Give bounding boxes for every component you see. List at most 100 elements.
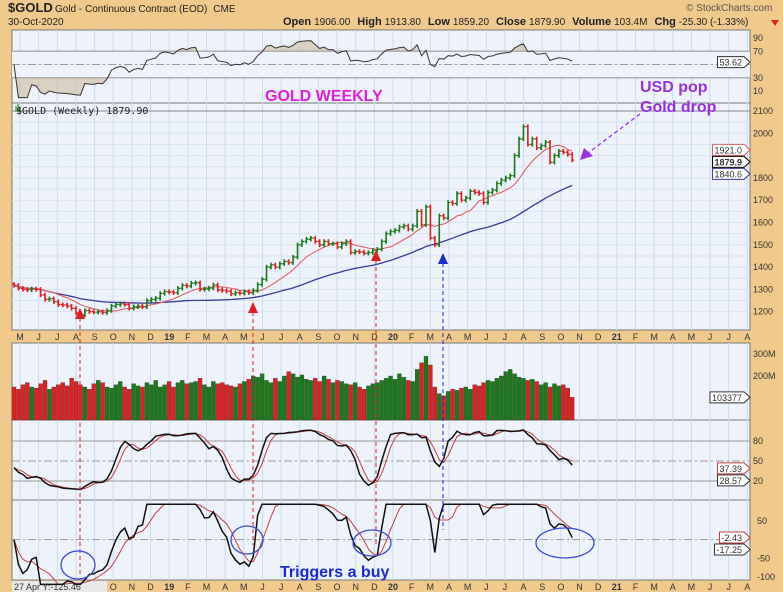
x-tick-label-bottom: M — [688, 582, 696, 592]
volume-bar — [432, 386, 438, 421]
x-tick-label-bottom: N — [352, 582, 359, 592]
volume-bar — [348, 384, 353, 421]
x-tick-label: O — [557, 332, 564, 342]
volume-bar — [259, 373, 265, 421]
volume-bar — [104, 386, 110, 421]
volume-bar — [65, 385, 70, 421]
x-tick-label: S — [92, 332, 98, 342]
stoch-d-marker: 37.39 — [719, 464, 742, 474]
volume-bar — [42, 380, 48, 421]
volume-bar — [512, 373, 517, 421]
stoch-tick-label: 20 — [753, 476, 763, 486]
price-tick-label: 1500 — [753, 240, 773, 250]
volume-bar — [56, 384, 61, 421]
volume-bar — [162, 384, 167, 421]
volume-bar — [87, 389, 92, 421]
volume-bar — [383, 378, 389, 421]
rsi-marker-box — [716, 56, 751, 69]
volume-bar — [118, 381, 123, 421]
rsi-tick-label: 90 — [753, 33, 763, 43]
annotation-usd-pop: USD pop — [640, 79, 708, 96]
x-tick-label-bottom: J — [708, 582, 713, 592]
x-tick-label: F — [633, 332, 639, 342]
x-tick-label: M — [464, 332, 472, 342]
stoch-tick-label: 50 — [753, 456, 763, 466]
panel-1 — [11, 102, 751, 331]
x-tick-label-bottom: N — [129, 582, 136, 592]
cci-marker-box — [713, 543, 751, 556]
volume-bar — [16, 389, 21, 421]
x-tick-label-bottom: N — [576, 582, 583, 592]
volume-bar — [570, 397, 575, 421]
chg-value: -25.30 (-1.33%) — [679, 17, 748, 28]
plot-area: M J J A S O O N N D D 19 19 F F M M A A M M J J J J A A S S O O N N D D 20 2… — [11, 29, 776, 592]
stoch-k-marker-box — [716, 474, 751, 487]
volume-bar — [246, 379, 251, 421]
volume-bar — [499, 375, 504, 421]
volume-bar — [490, 381, 495, 421]
volume-bar — [459, 387, 464, 421]
volume-bar — [445, 391, 451, 421]
x-tick-label-bottom: M — [427, 582, 435, 592]
volume-bar — [135, 385, 141, 421]
usd-pop-arrow-line — [587, 113, 641, 154]
volume-bar — [454, 390, 460, 421]
volume-bar — [91, 383, 96, 421]
volume-bar — [211, 381, 216, 421]
x-tick-label: O — [334, 332, 341, 342]
volume-bar — [233, 386, 238, 421]
watermark: © StockCharts.com — [686, 3, 772, 14]
x-tick-label-bottom: F — [633, 582, 639, 592]
volume-bar — [468, 389, 473, 421]
high-value: 1913.80 — [385, 17, 422, 28]
chg-label: Chg — [654, 16, 675, 28]
cci-tick-label: -100 — [757, 572, 775, 582]
volume-bar — [127, 389, 132, 421]
rsi-line — [13, 40, 573, 99]
volume-bar — [556, 385, 562, 421]
rsi-tick-label: 70 — [753, 46, 763, 56]
volume-bar — [264, 380, 269, 421]
x-tick-label: F — [185, 332, 191, 342]
x-tick-label: A — [670, 332, 676, 342]
x-tick-label: J — [279, 332, 284, 342]
volume-bar — [237, 383, 243, 421]
volume-bar — [29, 386, 34, 421]
volume-bar — [481, 382, 486, 421]
volume-bar — [392, 379, 398, 421]
x-tick-label: A — [222, 332, 228, 342]
volume-bar — [423, 356, 429, 421]
price-tick-label: 1800 — [753, 173, 773, 183]
volume-bar — [282, 375, 287, 421]
x-tick-label-bottom: 20 — [388, 582, 398, 592]
x-tick-label: N — [129, 332, 136, 342]
x-tick-label-bottom: A — [670, 582, 676, 592]
up-arrow-icon — [248, 302, 258, 313]
volume-bar — [516, 376, 522, 421]
ma-long-marker-box — [711, 167, 751, 180]
x-tick-label: J — [55, 332, 60, 342]
x-tick-label-bottom: A — [744, 582, 750, 592]
volume-bar — [561, 384, 566, 421]
volume-tick-label: 200M — [753, 371, 776, 381]
x-tick-label-bottom: O — [110, 582, 117, 592]
volume-bar — [51, 386, 57, 421]
x-tick-label-bottom: J — [503, 582, 508, 592]
rsi-marker: 53.62 — [719, 58, 742, 68]
volume-bar — [131, 383, 136, 421]
volume-bar — [184, 383, 189, 421]
volume-bar — [149, 384, 154, 421]
last-price-marker-box — [711, 155, 751, 168]
price-tick-label: 1400 — [753, 262, 773, 272]
volume-bar — [180, 380, 185, 421]
cci-signal-marker-box — [718, 531, 751, 544]
volume-bar — [379, 380, 384, 421]
x-tick-label-bottom: S — [539, 582, 545, 592]
volume-bar — [494, 378, 500, 421]
x-tick-label: M — [650, 332, 658, 342]
open-label: Open — [283, 16, 311, 28]
x-tick-label-bottom: A — [446, 582, 452, 592]
volume-bar — [47, 389, 52, 421]
volume-bar — [321, 375, 327, 421]
volume-bar — [224, 384, 229, 421]
